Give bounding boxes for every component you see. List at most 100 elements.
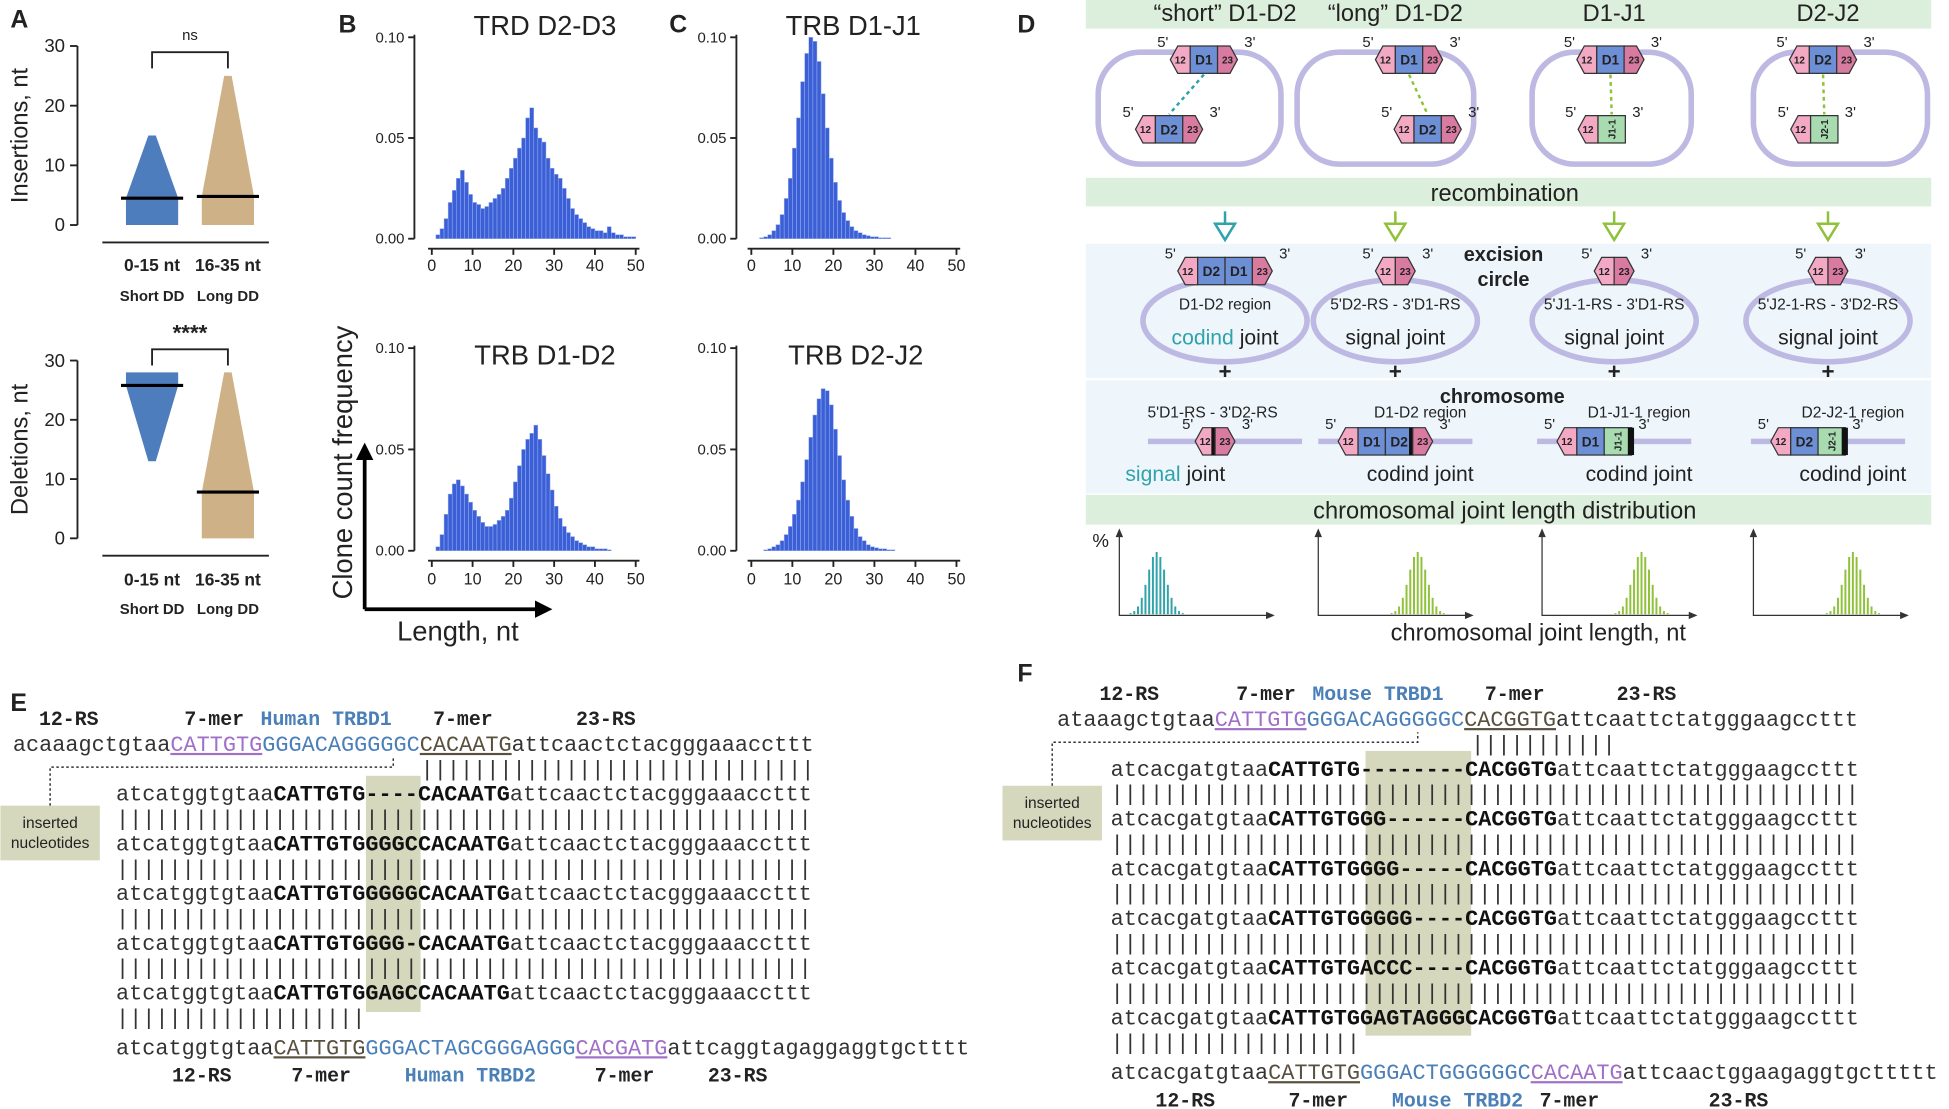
match-line: ||||||||||||||||||||||||||||||||||||||||… (116, 808, 812, 833)
rs-label: 12 (1561, 437, 1573, 448)
sequence-segment: GGGACTGGGGGGC (1360, 1061, 1531, 1086)
sequence: atcatggtgtaaCATTGTGGGGGCACAATGattcaactct… (116, 882, 812, 907)
x-tick-label: 30 (545, 257, 563, 275)
bar (574, 540, 579, 552)
joint-label: codind joint (1799, 463, 1906, 486)
y-tick-label: 0 (55, 214, 65, 235)
bar (631, 236, 636, 239)
joint-word: signal (1125, 463, 1180, 486)
sequence-segment: acaaagctgtaa (13, 733, 171, 758)
band (1085, 0, 1932, 29)
bar (771, 230, 777, 239)
sequence-segment: CACGGTG (1465, 808, 1557, 833)
bar (808, 437, 814, 552)
bar (845, 220, 851, 239)
y-tick-label: 0.10 (697, 30, 726, 46)
rs-label: 12 (1599, 267, 1611, 278)
match-line: ||||||||||||||||||||||||||||||||||||||||… (1111, 982, 1859, 1007)
x-tick-label: 30 (865, 257, 883, 275)
sequence-segment: attcaactctacgggaaaccttt (510, 982, 812, 1007)
y-tick-label: 0.10 (697, 341, 726, 357)
sequence-segment: CATTGTG (170, 733, 262, 758)
sequence-segment: CACAATG (418, 832, 510, 857)
sequence-segment: atcatggtgtaa (116, 932, 274, 957)
sequence-segment: CATTGTG (1268, 1061, 1360, 1086)
y-tick-label: 0.00 (375, 544, 404, 560)
bar (849, 516, 855, 552)
bar (496, 194, 502, 239)
x-tick-label: 16-35 nt (195, 570, 261, 590)
sequence-segment: attcaattctatgggaagccttt (1557, 1006, 1859, 1031)
sequence-segment: atcatggtgtaa (116, 832, 274, 857)
bar (574, 214, 579, 239)
rs-label: 23 (1832, 267, 1844, 278)
sequence-segment: atcatggtgtaa (116, 982, 274, 1007)
sequence-segment: attcaactctacgggaaaccttt (510, 783, 812, 808)
sequence-segment: CATTGTG (1268, 758, 1360, 783)
gene-label: D2 (1814, 53, 1832, 68)
column-title: “long” D1-D2 (1328, 1, 1463, 27)
sequence-segment: CACGGTG (1465, 857, 1557, 882)
gene-segment (1413, 115, 1442, 144)
x-tick-label: 0-15 nt (124, 255, 180, 275)
y-axis-label: Clone count frequency (327, 325, 358, 599)
bar (874, 236, 879, 239)
prime-label: 3' (1845, 105, 1856, 121)
bar (606, 549, 612, 552)
bar (570, 536, 575, 552)
bar (804, 53, 810, 239)
x-tick-label: 16-35 nt (195, 255, 261, 275)
sequence: atcacgatgtaaCATTGTG--------CACGGTGattcaa… (1111, 758, 1859, 783)
recombination-signal (1182, 115, 1204, 144)
mini-axes (1541, 534, 1692, 617)
connector (1821, 74, 1826, 115)
prime-label: 5' (1362, 35, 1373, 51)
bar (833, 428, 838, 552)
sequence: atcatggtgtaaCATTGTG----CACAATGattcaactct… (116, 783, 812, 808)
rs-label: 12 (1794, 55, 1806, 66)
sequence-segment: GAGTAGGG (1360, 1006, 1465, 1031)
bar (874, 547, 879, 552)
sequence-segment: atcacgatgtaa (1111, 808, 1269, 833)
bar (812, 41, 818, 239)
y-tick-label: 30 (44, 350, 65, 371)
sequence-segment: attcaattctatgggaagccttt (1557, 758, 1859, 783)
rs-label: 23 (1619, 267, 1631, 278)
region-label: 5'J2-1-RS - 3'D2-RS (1758, 297, 1899, 314)
sequence-segment: attcaattctatgggaagccttt (1557, 857, 1859, 882)
sequence-segment: GAGC (365, 982, 418, 1007)
sequence-segment: atcacgatgtaa (1111, 907, 1269, 932)
bar (865, 544, 871, 552)
arrow-head (355, 442, 374, 461)
gene-segment (1224, 256, 1253, 286)
x-tick-label: 20 (824, 257, 842, 275)
bar (829, 404, 834, 552)
bar (570, 208, 575, 239)
chart-title: TRB D1-J1 (786, 10, 921, 41)
joint-label: signal joint (1345, 326, 1445, 349)
gene-segment (1790, 427, 1819, 456)
arrow-head (1115, 528, 1124, 538)
gene-label: J2-1 (1827, 431, 1838, 451)
x-tick-label: 50 (947, 257, 965, 275)
prime-label: 5' (1362, 247, 1373, 263)
bar (488, 526, 494, 552)
bar (513, 481, 518, 552)
arrow-head (1688, 611, 1698, 620)
x-tick-label: 10 (464, 257, 482, 275)
bar (602, 548, 608, 552)
bar (837, 200, 842, 239)
recombination-signal (1613, 256, 1635, 286)
sequence-segment: GGGC (365, 832, 418, 857)
region-footer: 7-mer (1288, 1090, 1348, 1109)
bar (484, 206, 490, 239)
sequence-segment: attcaattctatgggaagccttt (1557, 957, 1859, 982)
x-tick-label: 30 (865, 570, 883, 588)
sequence-segment: CATTGTG (274, 982, 366, 1007)
bar (812, 414, 818, 552)
dot-swarm (201, 75, 255, 226)
bar (582, 222, 588, 239)
rs-label: 23 (1417, 437, 1429, 448)
sequence-segment: CATTGTG (274, 882, 366, 907)
